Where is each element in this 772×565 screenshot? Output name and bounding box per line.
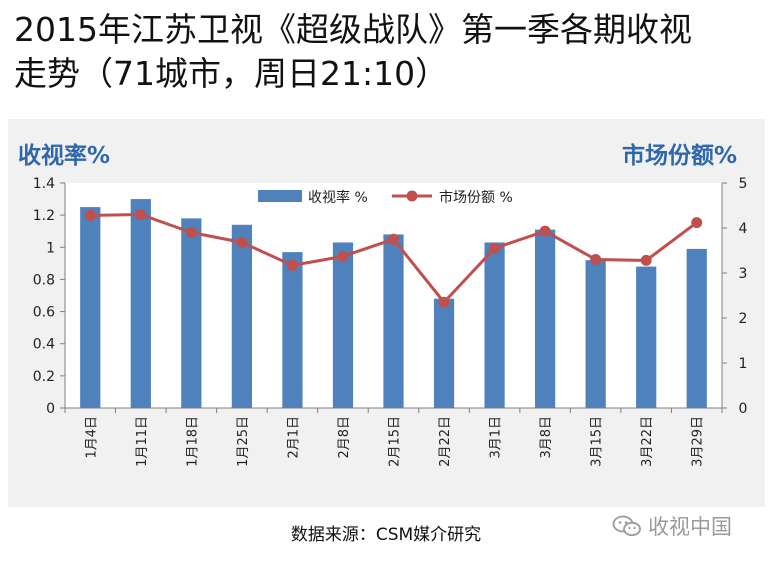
line-point-market-share [286, 259, 298, 271]
line-point-market-share [590, 254, 602, 265]
chart-title: 2015年江苏卫视《超级战队》第一季各期收视 走势（71城市，周日21:10） [14, 8, 764, 96]
x-category-label: 1月18日 [185, 416, 200, 467]
x-category-label: 3月29日 [691, 416, 706, 467]
wechat-icon [612, 515, 641, 537]
x-category-label: 2月8日 [337, 416, 352, 459]
bar-ratings [383, 234, 404, 408]
right-tick-label: 1 [739, 356, 748, 372]
line-point-market-share [388, 233, 399, 245]
legend-label-market-share: 市场份额 % [439, 189, 513, 206]
left-tick-label: 0.2 [33, 369, 55, 385]
line-point-market-share [539, 225, 551, 237]
right-tick-label: 0 [739, 401, 748, 417]
watermark-text: 收视中国 [648, 515, 732, 539]
x-category-label: 1月11日 [135, 416, 150, 467]
line-point-market-share [438, 296, 450, 308]
source-note: 数据来源：CSM媒介研究 [290, 525, 482, 545]
right-tick-label: 3 [739, 266, 748, 282]
bar-ratings [585, 260, 606, 408]
left-tick-label: 0 [46, 401, 55, 417]
x-category-label: 2月1日 [286, 416, 301, 459]
legend-swatch-ratings [258, 190, 302, 202]
line-point-market-share [640, 254, 652, 266]
line-point-market-share [84, 209, 96, 221]
line-point-market-share [691, 217, 703, 229]
legend-marker-market-share [406, 190, 418, 202]
bar-ratings [636, 266, 657, 408]
left-axis-title: 收视率% [18, 143, 111, 169]
watermark: 收视中国 [612, 511, 732, 541]
x-category-label: 3月8日 [539, 416, 554, 459]
bar-ratings [231, 224, 252, 408]
line-point-market-share [236, 236, 248, 248]
chart-title-line-1: 2015年江苏卫视《超级战队》第一季各期收视 [14, 10, 692, 49]
bar-ratings [80, 207, 101, 408]
left-tick-label: 1.2 [33, 208, 55, 224]
x-category-label: 3月22日 [640, 416, 655, 467]
chart-title-line-2: 走势（71城市，周日21:10） [14, 54, 449, 93]
bar-ratings [535, 229, 556, 408]
line-point-market-share [185, 227, 197, 238]
right-tick-label: 5 [739, 176, 748, 192]
x-category-label: 2月15日 [388, 416, 403, 467]
combo-chart: 0 0.2 0.4 0.6 0.8 1 1.2 1.4 0 1 2 3 4 5 1月4日 1月11日 1月18日… [33, 176, 748, 467]
x-category-label: 3月15日 [590, 416, 605, 467]
x-category-label: 1月25日 [236, 416, 251, 467]
x-category-label: 1月4日 [84, 416, 99, 459]
line-point-market-share [337, 250, 349, 262]
legend-label-ratings: 收视率 % [308, 189, 368, 206]
left-tick-label: 1.4 [33, 176, 55, 192]
bar-ratings [484, 242, 505, 408]
x-category-label: 3月1日 [489, 416, 504, 459]
x-category-label: 2月22日 [438, 416, 453, 467]
right-axis-title: 市场份额% [622, 143, 738, 169]
right-tick-label: 4 [739, 221, 748, 237]
bar-ratings [181, 218, 202, 408]
right-tick-label: 2 [739, 311, 748, 327]
bar-ratings [282, 252, 303, 408]
bar-ratings [130, 199, 151, 408]
left-tick-label: 0.4 [33, 337, 55, 353]
bar-ratings [332, 242, 354, 408]
bar-ratings [433, 298, 455, 408]
line-point-market-share [135, 209, 147, 220]
left-tick-label: 0.6 [33, 305, 55, 321]
left-tick-label: 1 [46, 240, 55, 256]
bar-ratings [686, 248, 707, 408]
line-point-market-share [489, 242, 501, 254]
left-tick-label: 0.8 [33, 272, 55, 288]
